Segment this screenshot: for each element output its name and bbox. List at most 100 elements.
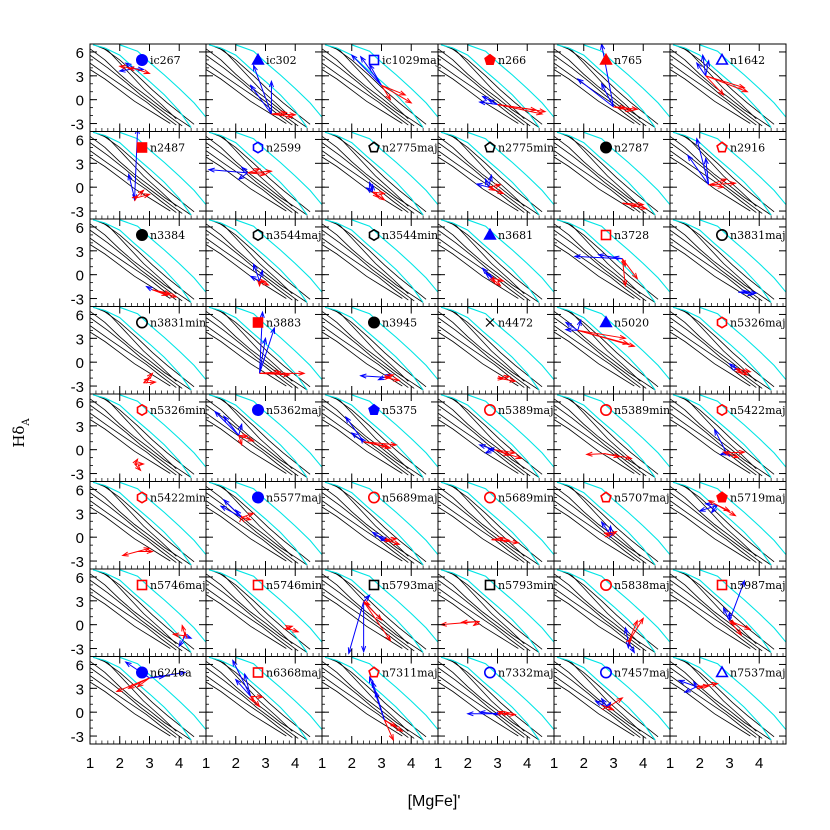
model-grid-line-5 bbox=[206, 69, 287, 124]
model-grid-line-4 bbox=[95, 482, 177, 557]
blue-vector-2 bbox=[359, 436, 366, 444]
panel-marker-14 bbox=[368, 228, 380, 242]
panel-marker-4 bbox=[599, 52, 613, 65]
panel-n3544min: n3544min bbox=[321, 218, 439, 307]
panel-label-7: n2599 bbox=[266, 142, 301, 155]
model-grid-line-2 bbox=[554, 675, 641, 738]
blue-vector-0 bbox=[253, 64, 272, 115]
panel-marker-36 bbox=[136, 579, 148, 591]
panel-n7457maj: n7457maj bbox=[553, 656, 671, 745]
y-tick-label: -3 bbox=[71, 467, 84, 484]
panel-marker-46 bbox=[599, 666, 612, 679]
model-grid-line-2 bbox=[206, 412, 293, 476]
model-grid-line-2 bbox=[554, 62, 641, 126]
y-tick-label: 6 bbox=[76, 657, 84, 674]
model-grid-line-1 bbox=[206, 317, 299, 389]
panel-marker-32 bbox=[367, 491, 380, 504]
panel-n5362maj: n5362maj bbox=[205, 393, 323, 482]
panel-n5793maj: n5793maj bbox=[321, 568, 439, 657]
panel-marker-24 bbox=[136, 403, 148, 417]
model-envelope-line bbox=[119, 481, 206, 556]
blue-vector-1 bbox=[234, 509, 243, 518]
model-envelope-line bbox=[699, 656, 786, 731]
model-grid-line-1 bbox=[670, 54, 763, 127]
model-grid-line-4 bbox=[675, 220, 757, 295]
red-vector-1 bbox=[622, 258, 639, 280]
model-grid-line-0 bbox=[90, 310, 192, 391]
model-grid-line-1 bbox=[438, 492, 531, 564]
y-tick-label: 0 bbox=[76, 443, 84, 460]
panel-frame bbox=[669, 656, 787, 745]
panel-n3883: n3883 bbox=[205, 306, 323, 395]
panel-label-12: n3384 bbox=[150, 229, 185, 242]
panel-frame bbox=[437, 306, 555, 395]
blue-vector-2 bbox=[705, 59, 711, 76]
red-vector-1 bbox=[271, 110, 288, 116]
model-grid-line-0 bbox=[90, 398, 192, 478]
blue-vector-1 bbox=[268, 79, 274, 114]
model-grid-line-0 bbox=[670, 573, 772, 653]
panel-label-5: n1642 bbox=[730, 54, 765, 67]
blue-vector-0 bbox=[347, 601, 365, 655]
panel-n4472: n4472 bbox=[437, 306, 555, 395]
red-vector-0 bbox=[384, 376, 401, 382]
red-vector-2 bbox=[259, 369, 282, 375]
panel-n3681: n3681 bbox=[437, 218, 555, 307]
model-grid-line-4 bbox=[211, 395, 293, 470]
model-grid-line-1 bbox=[322, 579, 415, 652]
red-vector-1 bbox=[610, 530, 618, 537]
model-grid-line-0 bbox=[438, 48, 540, 128]
blue-vector-2 bbox=[259, 336, 268, 374]
model-grid-line-4 bbox=[559, 307, 641, 382]
model-envelope-line bbox=[351, 219, 438, 293]
model-envelope-line bbox=[235, 481, 322, 556]
y-tick-label: 3 bbox=[76, 419, 84, 436]
red-vector-2 bbox=[381, 85, 392, 101]
model-grid-line-0 bbox=[206, 310, 308, 391]
red-vector-0 bbox=[384, 719, 394, 742]
model-envelope-line bbox=[440, 656, 540, 741]
blue-vector-2 bbox=[374, 690, 385, 721]
blue-vector-1 bbox=[687, 154, 710, 186]
red-vector-2 bbox=[729, 619, 737, 626]
model-grid-line-4 bbox=[443, 45, 525, 120]
model-grid-line-2 bbox=[554, 500, 641, 563]
blue-vector-2 bbox=[149, 674, 166, 680]
model-envelope-line bbox=[583, 44, 670, 118]
model-envelope-line bbox=[440, 306, 540, 391]
model-grid-line-5 bbox=[322, 419, 403, 474]
model-envelope-line bbox=[699, 131, 786, 206]
blue-vector-1 bbox=[237, 172, 248, 181]
model-grid-line-1 bbox=[438, 317, 531, 389]
model-envelope-line bbox=[672, 306, 772, 391]
panel-n6368maj: n6368maj bbox=[205, 656, 323, 745]
red-vector-2 bbox=[472, 620, 480, 627]
y-tick-label: 3 bbox=[76, 244, 84, 261]
x-tick-label: 4 bbox=[755, 755, 763, 772]
y-tick-label: 6 bbox=[76, 395, 84, 412]
blue-vector-2 bbox=[249, 84, 272, 115]
panel-n2487: n2487 bbox=[89, 131, 207, 220]
model-grid-line-4 bbox=[327, 657, 409, 732]
model-envelope-line bbox=[119, 306, 206, 381]
panel-label-16: n3728 bbox=[614, 229, 649, 242]
model-grid-line-4 bbox=[559, 482, 641, 557]
panel-n5793min: n5793min bbox=[437, 568, 555, 657]
model-grid-line-2 bbox=[206, 62, 293, 126]
model-grid-line-5 bbox=[670, 419, 751, 474]
panel-n5389maj: n5389maj bbox=[437, 393, 555, 482]
model-envelope-line bbox=[92, 306, 192, 391]
red-vector-2 bbox=[717, 504, 737, 517]
panel-marker-31 bbox=[252, 491, 265, 504]
model-grid-line-0 bbox=[670, 398, 772, 478]
model-envelope-line bbox=[324, 306, 424, 391]
red-vector-2 bbox=[384, 536, 398, 542]
model-grid-line-5 bbox=[438, 69, 519, 124]
model-envelope-line bbox=[672, 131, 772, 216]
model-grid-line-4 bbox=[211, 570, 293, 645]
model-grid-line-1 bbox=[438, 579, 531, 652]
panel-frame bbox=[437, 218, 555, 307]
model-grid-line-4 bbox=[675, 570, 757, 645]
panel-marker-29 bbox=[716, 403, 728, 417]
model-grid-line-5 bbox=[90, 156, 171, 212]
